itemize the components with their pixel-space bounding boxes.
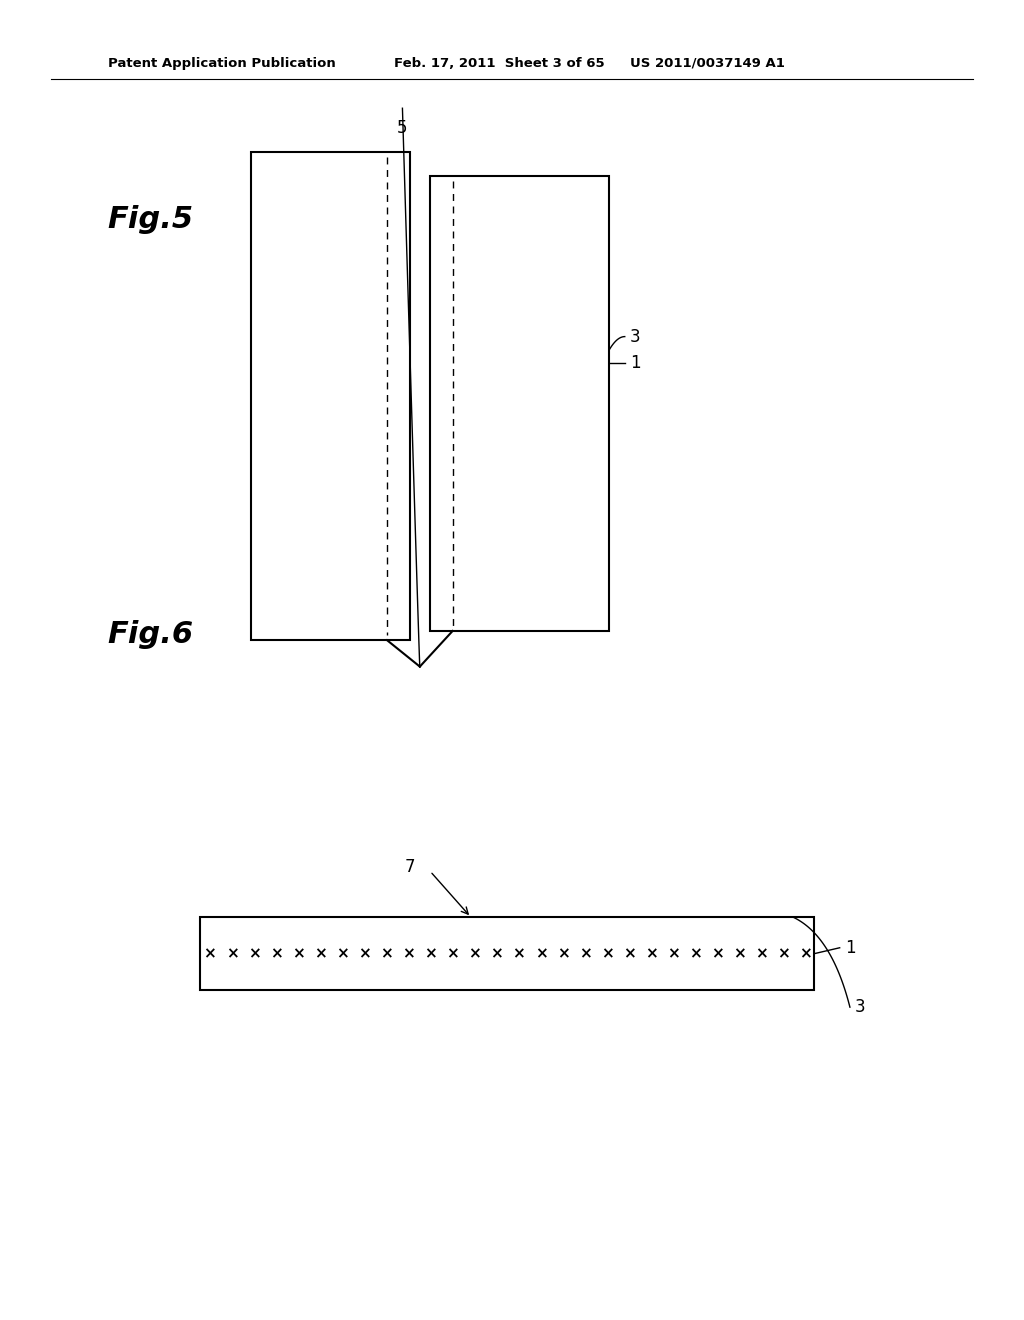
Text: 1: 1 [630,354,640,372]
Text: ×: × [490,946,503,961]
Text: ×: × [712,946,724,961]
Text: ×: × [269,946,283,961]
Text: ×: × [358,946,371,961]
Text: 7: 7 [404,858,415,876]
Text: Fig.5: Fig.5 [108,205,194,234]
Text: ×: × [557,946,569,961]
Bar [430,176,609,631]
Text: ×: × [513,946,525,961]
Text: 1: 1 [845,939,855,957]
Text: 5: 5 [397,119,408,137]
Bar [251,152,410,640]
Text: 3: 3 [855,998,865,1016]
Text: US 2011/0037149 A1: US 2011/0037149 A1 [630,57,784,70]
Text: ×: × [733,946,746,961]
Text: ×: × [645,946,657,961]
Text: ×: × [204,946,216,961]
Text: ×: × [292,946,304,961]
Text: ×: × [225,946,239,961]
Text: ×: × [756,946,768,961]
Text: Fig.6: Fig.6 [108,620,194,649]
Text: ×: × [446,946,459,961]
Text: ×: × [314,946,327,961]
Text: ×: × [535,946,548,961]
Text: ×: × [800,946,812,961]
Text: ×: × [424,946,437,961]
Text: ×: × [689,946,701,961]
Text: ×: × [579,946,592,961]
Text: Patent Application Publication: Patent Application Publication [108,57,335,70]
Text: ×: × [601,946,613,961]
Text: ×: × [623,946,636,961]
Text: ×: × [248,946,260,961]
Text: ×: × [402,946,415,961]
Text: Feb. 17, 2011  Sheet 3 of 65: Feb. 17, 2011 Sheet 3 of 65 [394,57,605,70]
Text: ×: × [336,946,349,961]
Text: 3: 3 [630,327,640,346]
Bar [200,917,814,990]
Text: ×: × [667,946,680,961]
Text: ×: × [468,946,481,961]
Text: ×: × [777,946,791,961]
Text: ×: × [380,946,393,961]
